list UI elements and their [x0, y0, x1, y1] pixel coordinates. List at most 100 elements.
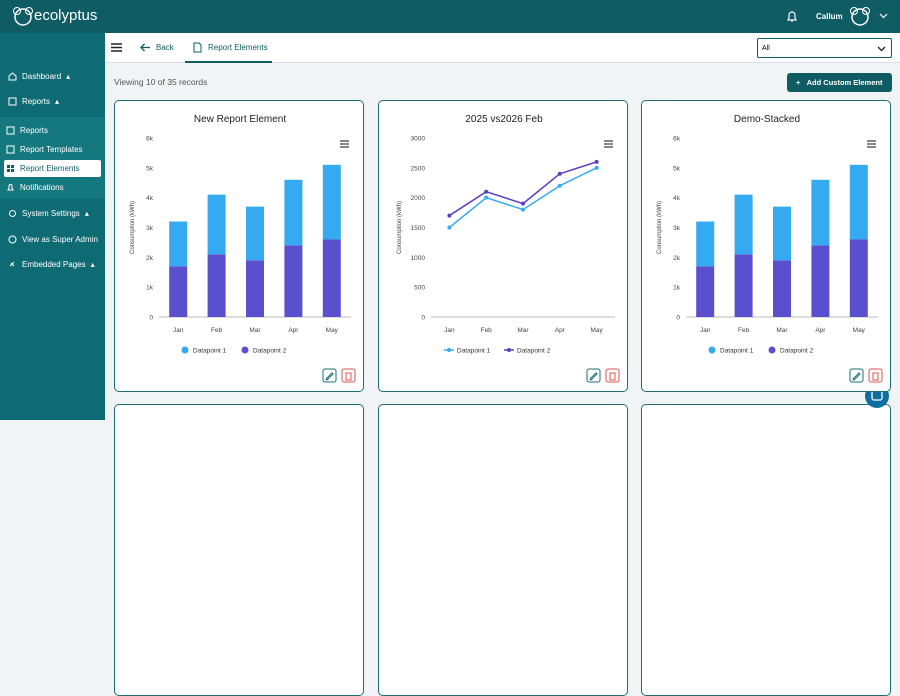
edit-button[interactable] — [586, 368, 601, 383]
x-tick-label: Mar — [517, 327, 529, 334]
delete-button[interactable] — [868, 368, 883, 383]
bar-segment — [773, 260, 791, 317]
back-link[interactable]: Back — [156, 43, 174, 52]
chart: New Report Element 0 1k 2k 3k 4k 5k 6k Consumpti… — [130, 114, 356, 383]
nav-sub-item[interactable]: Report Elements — [4, 160, 101, 177]
point — [447, 213, 452, 218]
y-axis-label: Consumption (kWh) — [397, 201, 403, 254]
legend-marker — [447, 348, 451, 352]
nav-label: Reports — [22, 97, 51, 106]
nav-label: View as Super Admin — [22, 235, 98, 244]
delete-button-box — [868, 368, 883, 383]
edit-button-icon — [852, 372, 861, 381]
legend-label[interactable]: Datapoint 1 — [720, 348, 754, 355]
filter-select[interactable]: All — [757, 38, 892, 58]
delete-button-icon — [345, 372, 352, 381]
card-partial — [378, 404, 628, 696]
legend-marker — [241, 346, 249, 354]
chart-menu[interactable] — [867, 140, 876, 148]
delete-button-icon — [609, 372, 616, 381]
chart: Demo-Stacked 0 1k 2k 3k 4k 5k 6k Consumption (kW… — [657, 114, 883, 383]
top-bar: ecolyptus Callum — [0, 0, 900, 33]
y-tick-label: 3k — [146, 225, 154, 232]
legend-label[interactable]: Datapoint 2 — [780, 348, 814, 355]
bar-segment — [811, 245, 830, 317]
x-tick-label: Apr — [288, 327, 299, 334]
legend-label[interactable]: Datapoint 2 — [517, 348, 551, 355]
back-icon[interactable] — [140, 43, 151, 52]
edit-button[interactable] — [849, 368, 864, 383]
sidebar — [0, 33, 105, 420]
y-tick-label: 6k — [673, 136, 681, 143]
bar-segment — [696, 221, 715, 267]
x-tick-label: Mar — [776, 327, 788, 334]
nav-item[interactable]: Embedded Pages ▴ — [6, 256, 101, 273]
menu-icon[interactable] — [111, 43, 122, 52]
card-partial — [641, 404, 891, 696]
y-tick-label: 4k — [673, 195, 681, 202]
bar-segment — [246, 206, 264, 261]
point — [521, 201, 525, 206]
chart-menu[interactable] — [340, 140, 349, 148]
add-button-label: Add Custom Element — [806, 78, 883, 87]
chart-menu[interactable] — [604, 140, 613, 148]
nav-sub-item[interactable]: Report Templates — [4, 141, 101, 158]
chevron[interactable] — [879, 13, 888, 19]
y-tick-label: 1k — [146, 285, 154, 292]
avatar[interactable] — [849, 5, 871, 27]
y-tick-label: 2500 — [411, 165, 426, 172]
nav-sub-item[interactable]: Notifications — [4, 179, 101, 196]
point — [447, 225, 452, 230]
y-axis-label: Consumption (kWh) — [130, 201, 136, 254]
tab-underline — [185, 61, 272, 63]
legend-label[interactable]: Datapoint 1 — [193, 348, 227, 355]
user-name[interactable]: Callum — [816, 12, 843, 21]
bar-segment — [284, 245, 303, 317]
bar-segment — [811, 179, 830, 246]
bell-icon[interactable] — [786, 10, 798, 23]
nav-item[interactable]: View as Super Admin — [6, 231, 101, 248]
x-tick-label: Feb — [481, 327, 493, 334]
bar-segment — [773, 206, 791, 261]
chart-title: Demo-Stacked — [734, 114, 800, 125]
nav-label: Notifications — [20, 183, 64, 192]
legend-label[interactable]: Datapoint 2 — [253, 348, 287, 355]
y-tick-label: 2k — [146, 255, 154, 262]
chart-title: 2025 vs2026 Feb — [465, 114, 543, 125]
y-tick-label: 1000 — [411, 255, 426, 262]
y-tick-label: 3k — [673, 225, 681, 232]
nav-item[interactable]: Dashboard ▴ — [6, 68, 101, 85]
nav-sub-item[interactable]: Reports — [4, 122, 101, 139]
x-tick-label: May — [590, 327, 603, 334]
edit-button[interactable] — [322, 368, 337, 383]
nav-item[interactable]: Reports ▴ — [6, 93, 101, 110]
add-button[interactable]: + Add Custom Element — [787, 73, 892, 92]
point — [484, 189, 489, 194]
y-tick-label: 1500 — [411, 225, 426, 232]
legend-marker — [181, 346, 189, 354]
nav-label: Dashboard — [22, 72, 62, 81]
x-tick-label: Mar — [249, 327, 261, 334]
bar-segment — [849, 164, 868, 240]
point — [557, 183, 562, 188]
brand: ecolyptus — [34, 7, 98, 24]
legend-marker — [768, 346, 776, 354]
delete-button[interactable] — [341, 368, 356, 383]
y-tick-label: 0 — [149, 315, 153, 322]
delete-button[interactable] — [605, 368, 620, 383]
x-tick-label: Apr — [815, 327, 826, 334]
nav-item[interactable]: System Settings ▴ — [6, 205, 101, 222]
records-count: Viewing 10 of 35 records — [114, 77, 208, 87]
series-line — [448, 161, 597, 217]
bar-segment — [322, 164, 341, 240]
bar-segment — [734, 254, 753, 317]
x-tick-label: Apr — [555, 327, 566, 334]
tab[interactable]: Report Elements — [208, 43, 268, 52]
chart-card: 2025 vs2026 Feb 0 500 1000 1500 2000 2500 3000 C… — [378, 100, 628, 392]
legend-label[interactable]: Datapoint 1 — [457, 348, 491, 355]
filter-value: All — [762, 45, 770, 52]
bar-segment — [169, 266, 188, 317]
y-tick-label: 2000 — [411, 195, 426, 202]
x-tick-label: Feb — [211, 327, 223, 334]
